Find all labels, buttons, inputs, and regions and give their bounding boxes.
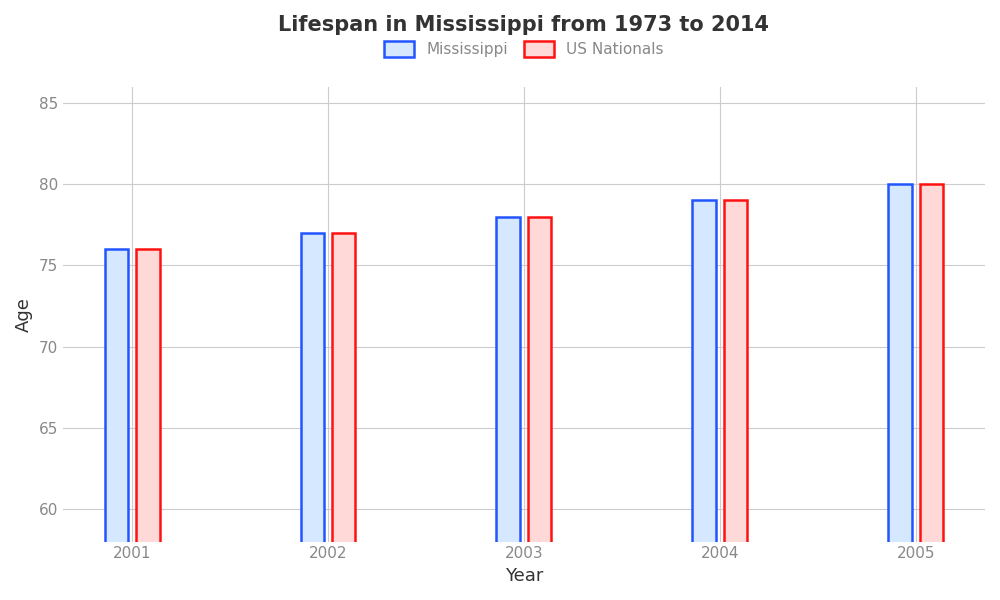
X-axis label: Year: Year [505, 567, 543, 585]
Bar [332, 233, 355, 600]
Bar [692, 200, 716, 600]
Bar [528, 217, 551, 600]
Bar [301, 233, 324, 600]
Legend: Mississippi, US Nationals: Mississippi, US Nationals [378, 35, 670, 63]
Bar [496, 217, 520, 600]
Title: Lifespan in Mississippi from 1973 to 2014: Lifespan in Mississippi from 1973 to 201… [278, 15, 769, 35]
Bar [920, 184, 943, 600]
Bar [724, 200, 747, 600]
Y-axis label: Age: Age [15, 296, 33, 332]
Bar [888, 184, 912, 600]
Bar [105, 249, 128, 600]
Bar [136, 249, 160, 600]
